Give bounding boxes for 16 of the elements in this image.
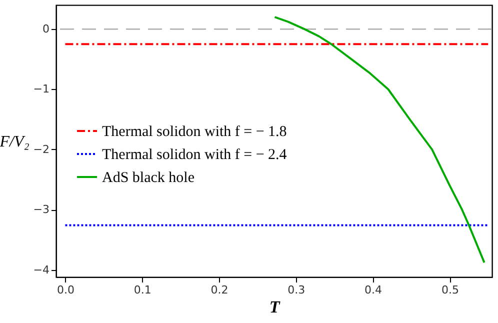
x-tick-label: 0.4 <box>364 284 382 296</box>
x-tick-label: 0.5 <box>441 284 459 296</box>
y-tick-label: −4 <box>33 263 50 276</box>
y-axis-title: F/V₂ <box>0 134 30 150</box>
x-axis-title: T <box>269 298 280 316</box>
x-tick-label: 0.0 <box>56 284 74 296</box>
legend-label: AdS black hole <box>102 170 195 186</box>
y-tick-label: −3 <box>33 203 50 216</box>
y-tick-label: 0 <box>42 22 50 36</box>
legend-label: Thermal solidon with f = − 1.8 <box>102 124 287 140</box>
y-tick-label: −1 <box>33 82 50 96</box>
x-tick-label: 0.1 <box>134 284 152 296</box>
x-tick-label: 0.2 <box>210 284 228 296</box>
y-tick-label: −2 <box>33 142 50 156</box>
x-tick-label: 0.3 <box>288 284 306 296</box>
legend-label: Thermal solidon with f = − 2.4 <box>102 147 288 163</box>
